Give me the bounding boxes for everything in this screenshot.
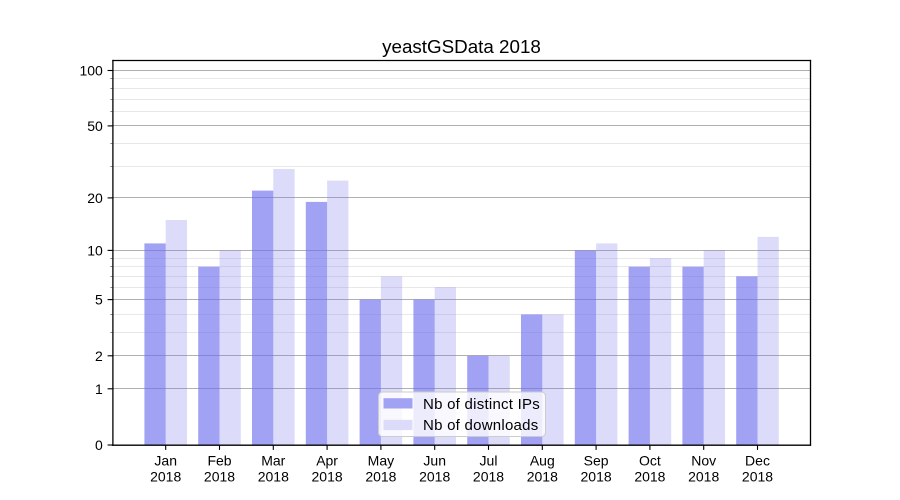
svg-text:2018: 2018 <box>258 469 289 485</box>
svg-text:Jan: Jan <box>154 453 177 469</box>
svg-text:0: 0 <box>95 437 103 453</box>
svg-text:1: 1 <box>95 381 103 397</box>
svg-text:Apr: Apr <box>316 453 338 469</box>
svg-text:Dec: Dec <box>745 453 770 469</box>
svg-text:Nb of downloads: Nb of downloads <box>423 417 539 434</box>
svg-text:2018: 2018 <box>688 469 719 485</box>
svg-text:20: 20 <box>87 190 103 206</box>
svg-text:10: 10 <box>87 242 103 258</box>
svg-text:5: 5 <box>95 292 103 308</box>
svg-text:Feb: Feb <box>207 453 231 469</box>
svg-text:Nb of distinct IPs: Nb of distinct IPs <box>423 396 540 413</box>
svg-text:100: 100 <box>79 63 103 79</box>
svg-text:Nov: Nov <box>691 453 716 469</box>
svg-text:2018: 2018 <box>419 469 450 485</box>
svg-text:yeastGSData 2018: yeastGSData 2018 <box>382 36 541 57</box>
svg-text:2018: 2018 <box>312 469 343 485</box>
svg-text:May: May <box>368 453 394 469</box>
svg-text:Sep: Sep <box>584 453 609 469</box>
svg-text:2018: 2018 <box>473 469 504 485</box>
svg-text:50: 50 <box>87 118 103 134</box>
svg-text:Jun: Jun <box>423 453 446 469</box>
svg-text:2018: 2018 <box>150 469 181 485</box>
svg-text:Oct: Oct <box>639 453 661 469</box>
svg-text:2018: 2018 <box>365 469 396 485</box>
svg-text:2: 2 <box>95 348 103 364</box>
svg-text:2018: 2018 <box>581 469 612 485</box>
svg-text:Jul: Jul <box>480 453 498 469</box>
svg-text:2018: 2018 <box>204 469 235 485</box>
svg-text:Aug: Aug <box>530 453 555 469</box>
svg-text:2018: 2018 <box>634 469 665 485</box>
svg-text:Mar: Mar <box>261 453 285 469</box>
svg-text:2018: 2018 <box>527 469 558 485</box>
svg-text:2018: 2018 <box>742 469 773 485</box>
